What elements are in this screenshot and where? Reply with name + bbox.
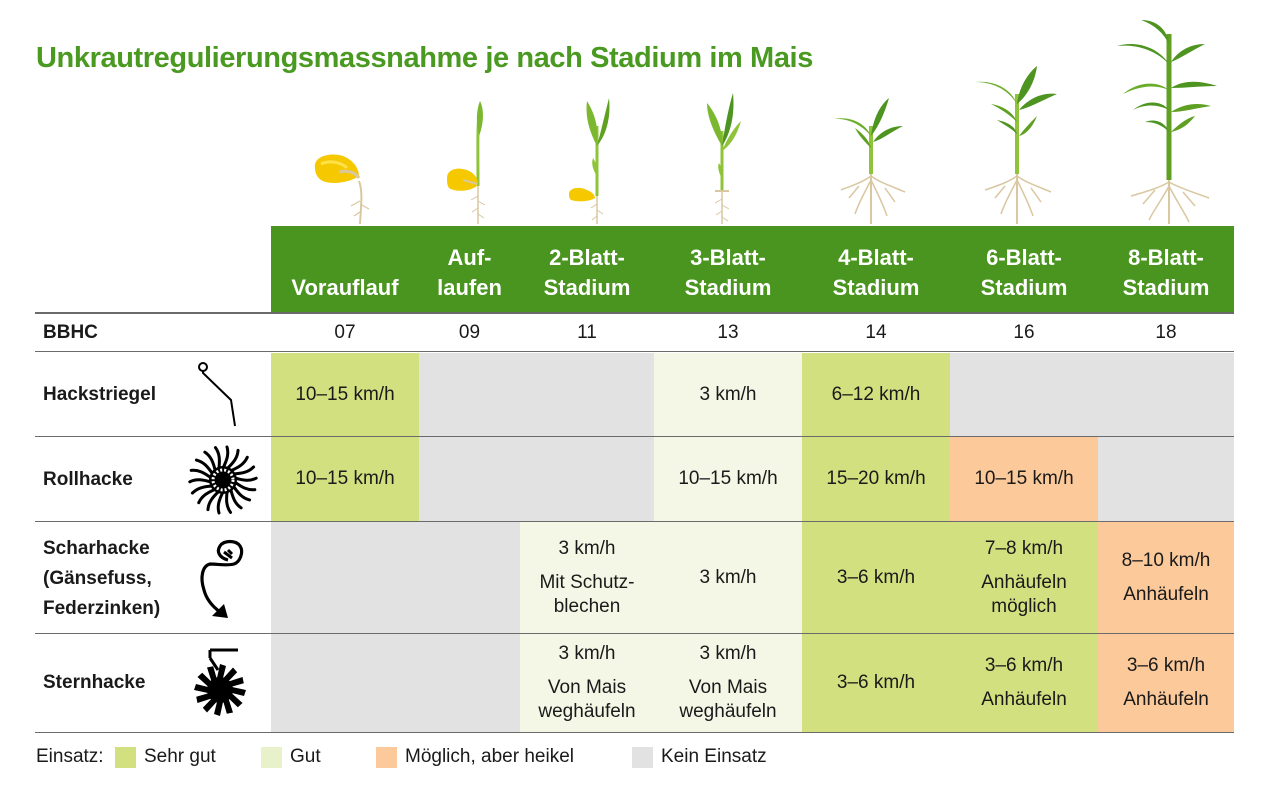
table-cell: 15–20 km/h [802,437,950,521]
column-header: 2-Blatt- Stadium [543,245,631,300]
legend-item-sehr-gut: Sehr gut [115,744,216,770]
plant-stage-illustrations [271,0,1234,226]
divider [35,732,1234,733]
table-cell: 3 km/h Mit Schutz- blechen [520,522,654,634]
spring-tine-share-icon [200,539,244,618]
column-header: 8-Blatt- Stadium [1122,245,1210,300]
table-cell: 3 km/h Von Mais weghäufeln [654,634,802,732]
bbhc-value: 18 [1155,322,1177,343]
table-cell: 8–10 km/h Anhäufeln [1098,522,1234,634]
legend-title: Einsatz: [36,746,104,767]
table-cell: 3–6 km/h [802,634,950,732]
table-cell [271,522,419,634]
row-label-sternhacke: Sternhacke [43,672,146,693]
table-cell [419,353,520,437]
row-label-hackstriegel: Hackstriegel [43,384,157,405]
row-label-rollhacke: Rollhacke [43,469,133,490]
table-cell [950,353,1098,437]
table-cell: 3 km/h [654,522,802,634]
table-cell: 3–6 km/h Anhäufeln [1098,634,1234,732]
table-cell: 10–15 km/h [654,437,802,521]
legend-swatch [261,746,282,768]
table-cell: 7–8 km/h Anhäufeln möglich [950,522,1098,634]
divider [35,436,1234,437]
rotary-hoe-wheel-icon [188,445,258,515]
table-cell: 10–15 km/h [271,437,419,521]
table-cell [1098,437,1234,521]
column-header: Vorauflauf [291,275,399,300]
legend-swatch [632,746,653,768]
maize-seed-icon [314,154,370,225]
legend-item-moeglich: Möglich, aber heikel [376,744,574,770]
divider [35,633,1234,634]
column-header: 4-Blatt- Stadium [832,245,920,300]
maize-4-leaf-icon [833,98,906,224]
table-cell [520,437,654,521]
legend: Einsatz: Sehr gut Gut Möglich, aber heik… [36,744,796,770]
bbhc-value: 09 [458,322,481,343]
table-cell: 10–15 km/h [271,353,419,437]
divider [35,312,1234,314]
table-cell [271,634,419,732]
legend-item-gut: Gut [261,744,321,770]
stage-header: Vorauflauf Auf-laufen 2-Blatt- Stadium 3-… [271,226,1234,313]
maize-emergence-icon [447,101,486,224]
table-cell: 6–12 km/h [802,353,950,437]
bbhc-value: 16 [1013,322,1035,343]
row-label-scharhacke: Scharhacke (Gänsefuss, Federzinken) [43,538,161,619]
table-cell: 3–6 km/h [802,522,950,634]
column-header: 3-Blatt- Stadium [684,245,772,300]
column-header: 6-Blatt- Stadium [980,245,1068,300]
table-cell [419,437,520,521]
table-cell [520,353,654,437]
chart-title: Unkrautregulierungsmassnahme je nach Sta… [36,42,813,74]
bbhc-value: 13 [717,322,739,343]
column-header: Auf-laufen [437,245,502,300]
maize-6-leaf-icon [975,66,1057,224]
bbhc-value: 11 [577,322,597,343]
legend-swatch [115,746,136,768]
table-cell [419,522,520,634]
legend-item-kein-einsatz: Kein Einsatz [632,744,767,770]
table-cell: 3 km/h [654,353,802,437]
table-cell: 3–6 km/h Anhäufeln [950,634,1098,732]
legend-swatch [376,746,397,768]
table-cell: 3 km/h Von Mais weghäufeln [520,634,654,732]
bbhc-value: 07 [334,322,356,343]
table-cell [419,634,520,732]
table-cell: 10–15 km/h [950,437,1098,521]
maize-3-leaf-icon [707,93,741,224]
star-hoe-icon [194,648,246,716]
bbhc-label: BBHC [43,322,98,343]
bbhc-value: 14 [865,322,887,343]
table-cell [1098,353,1234,437]
divider [35,521,1234,522]
maize-8-leaf-icon [1117,20,1217,224]
divider [35,351,1234,352]
maize-2-leaf-icon [569,98,610,224]
harrow-tine-icon [198,362,236,427]
